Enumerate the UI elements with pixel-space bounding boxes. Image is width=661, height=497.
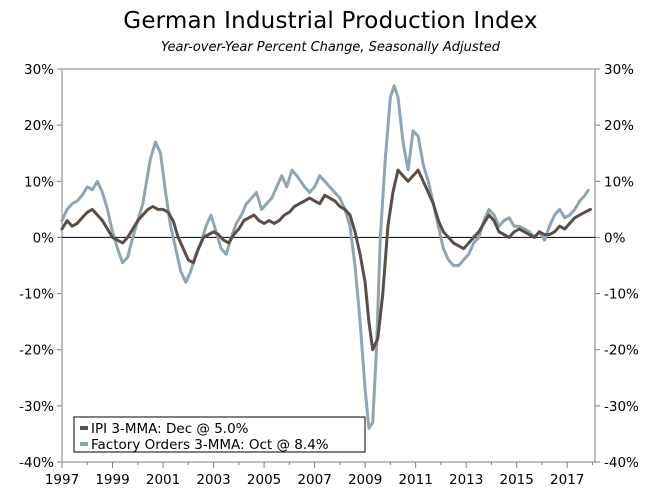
y-tick-label-left: 30% bbox=[24, 62, 54, 78]
plot-area bbox=[61, 68, 596, 463]
series-group bbox=[60, 84, 592, 430]
x-tick-label: 2015 bbox=[500, 472, 534, 488]
x-tick-label: 2017 bbox=[550, 472, 584, 488]
x-tick-label: 2009 bbox=[348, 472, 382, 488]
x-tick-label: 2003 bbox=[196, 472, 230, 488]
y-tick-label-right: 0% bbox=[604, 230, 626, 246]
y-tick-label-left: -40% bbox=[19, 455, 54, 471]
y-tick-label-right: -20% bbox=[604, 343, 639, 359]
y-tick-label-left: 10% bbox=[24, 174, 54, 190]
y-tick-label-left: -30% bbox=[19, 399, 54, 415]
x-tick-label: 2001 bbox=[146, 472, 180, 488]
y-tick-label-left: 0% bbox=[33, 230, 55, 246]
x-axis: 1997 1999 2001 2003 2005 2007 2009 2011 2013 2015… bbox=[45, 462, 593, 488]
x-tick-label: 2011 bbox=[398, 472, 432, 488]
x-tick-label: 2007 bbox=[297, 472, 331, 488]
legend-box bbox=[73, 416, 366, 453]
y-tick-label-right: 20% bbox=[604, 118, 634, 134]
x-tick-label: 2013 bbox=[449, 472, 483, 488]
y-axis-right: 30% 20% 10% 0% -10% -20% -30% -40% bbox=[595, 62, 639, 471]
y-tick-label-right: -10% bbox=[604, 287, 639, 303]
y-axis-left: 30% 20% 10% 0% -10% -20% -30% -40% bbox=[19, 62, 62, 471]
y-tick-label-left: -20% bbox=[19, 343, 54, 359]
x-tick-label: 1999 bbox=[95, 472, 129, 488]
x-tick-label: 1997 bbox=[45, 472, 79, 488]
x-tick-label: 2005 bbox=[247, 472, 281, 488]
y-tick-label-left: -10% bbox=[19, 287, 54, 303]
y-tick-label-right: 30% bbox=[604, 62, 634, 78]
y-tick-label-right: 10% bbox=[604, 174, 634, 190]
legend: IPI 3-MMA: Dec @ 5.0%Factory Orders 3-MM… bbox=[73, 416, 366, 453]
legend-label: Factory Orders 3-MMA: Oct @ 8.4% bbox=[91, 437, 329, 453]
y-tick-label-left: 20% bbox=[24, 118, 54, 134]
chart-title: German Industrial Production Index bbox=[123, 8, 538, 34]
series-line-factory-orders-3-mma bbox=[60, 84, 590, 430]
y-tick-label-right: -30% bbox=[604, 399, 639, 415]
chart-subtitle: Year-over-Year Percent Change, Seasonall… bbox=[161, 40, 500, 55]
series-line-ipi-3-mma bbox=[60, 168, 592, 352]
y-tick-label-right: -40% bbox=[604, 455, 639, 471]
legend-label: IPI 3-MMA: Dec @ 5.0% bbox=[91, 421, 249, 437]
